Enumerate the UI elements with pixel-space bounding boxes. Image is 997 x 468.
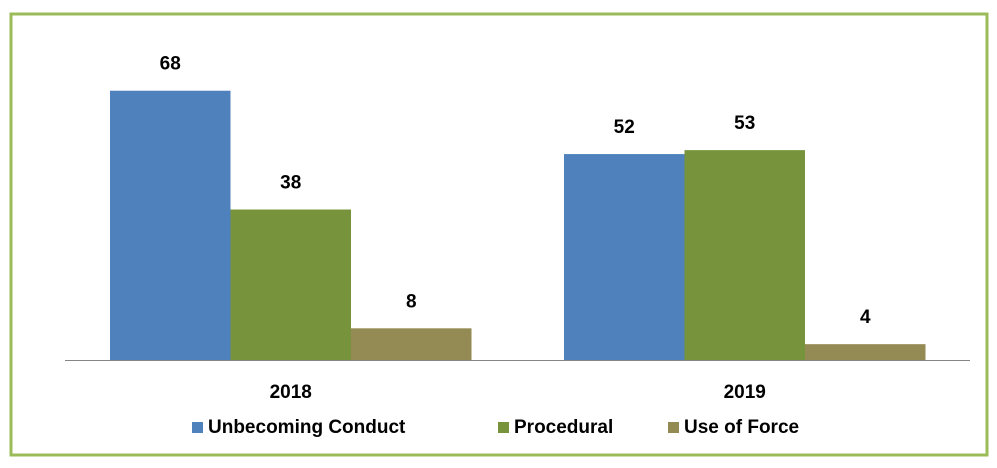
data-label: 4 (860, 307, 871, 328)
bar (230, 209, 351, 360)
legend-label: Procedural (514, 417, 613, 438)
legend-swatch (192, 422, 203, 433)
data-label: 38 (280, 173, 301, 194)
legend-swatch (668, 422, 679, 433)
x-tick-label: 2019 (724, 382, 766, 403)
bar (351, 328, 472, 360)
legend-label: Use of Force (684, 417, 799, 438)
data-label: 68 (160, 54, 181, 75)
data-label: 8 (406, 291, 417, 312)
legend-swatch (498, 422, 509, 433)
bar (684, 150, 805, 360)
data-label: 52 (614, 117, 635, 138)
x-tick-label: 2018 (270, 382, 312, 403)
bar (110, 90, 231, 360)
bar (564, 154, 685, 360)
data-label: 53 (734, 113, 755, 134)
bar (805, 344, 926, 360)
legend-label: Unbecoming Conduct (208, 417, 406, 438)
